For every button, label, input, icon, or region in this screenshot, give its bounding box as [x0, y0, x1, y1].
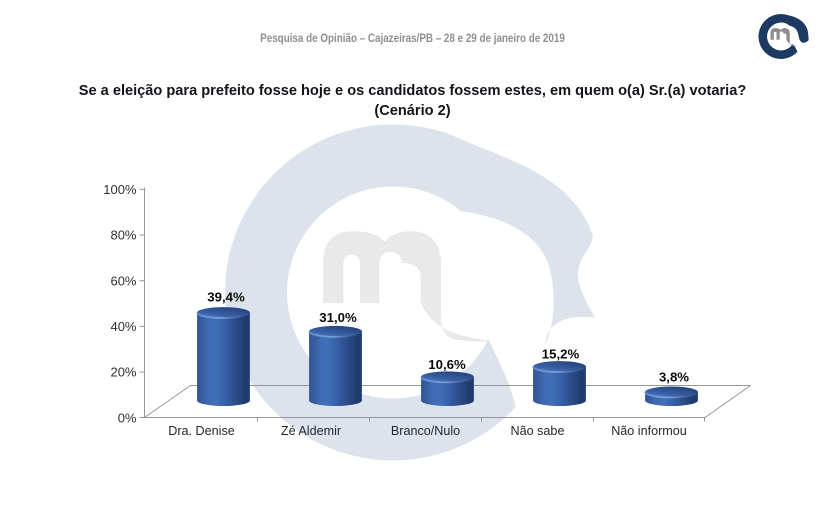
svg-text:15,2%: 15,2%	[542, 346, 580, 361]
svg-text:10,6%: 10,6%	[428, 357, 466, 372]
svg-text:100%: 100%	[103, 182, 137, 197]
svg-text:Não sabe: Não sabe	[511, 424, 565, 438]
svg-text:40%: 40%	[110, 319, 136, 334]
svg-text:39,4%: 39,4%	[207, 290, 245, 305]
svg-text:Não informou: Não informou	[611, 424, 687, 438]
svg-text:31,0%: 31,0%	[319, 310, 357, 325]
svg-text:Branco/Nulo: Branco/Nulo	[391, 424, 460, 438]
svg-text:Zé Aldemir: Zé Aldemir	[281, 424, 341, 438]
svg-text:Dra. Denise: Dra. Denise	[168, 424, 235, 438]
svg-text:0%: 0%	[118, 410, 137, 425]
svg-text:60%: 60%	[110, 273, 136, 288]
svg-text:3,8%: 3,8%	[659, 369, 689, 384]
svg-text:20%: 20%	[110, 365, 136, 380]
svg-text:80%: 80%	[110, 228, 136, 243]
